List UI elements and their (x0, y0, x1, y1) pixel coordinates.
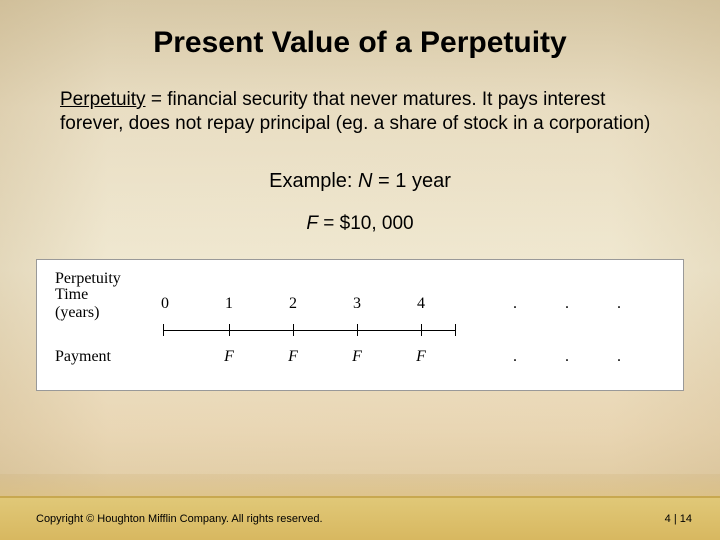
time-value: 1 (197, 295, 261, 313)
slide-title: Present Value of a Perpetuity (50, 26, 670, 60)
axis-tick (229, 324, 230, 336)
example-var: N (358, 170, 372, 192)
example-prefix: Example: (269, 170, 358, 192)
time-label: Time(years) (55, 286, 133, 322)
payment-label: Payment (55, 348, 133, 366)
footer-decoration (0, 474, 720, 496)
ellipsis-dot: . (513, 348, 517, 366)
payment-value: F (197, 348, 261, 366)
ellipsis-dot: . (565, 295, 569, 313)
axis-tick (293, 324, 294, 336)
time-row: Time(years) 0 1 2 3 4 . . . (55, 290, 665, 318)
timeline-axis (133, 316, 665, 346)
definition-term: Perpetuity (60, 89, 146, 110)
perpetuity-label: Perpetuity (55, 270, 665, 288)
definition-text: Perpetuity = financial security that nev… (60, 88, 660, 136)
copyright-text: Copyright © Houghton Mifflin Company. Al… (36, 513, 323, 525)
page-number: 4 | 14 (665, 513, 692, 525)
payment-value (133, 348, 197, 366)
time-value: 0 (133, 295, 197, 313)
payment-value: F (261, 348, 325, 366)
payment-value: F (389, 348, 453, 366)
f-rest: = $10, 000 (318, 213, 414, 234)
axis-tick (455, 324, 456, 336)
time-value: 4 (389, 295, 453, 313)
ellipsis-dot: . (565, 348, 569, 366)
axis-tick (357, 324, 358, 336)
example-line: Example: N = 1 year (50, 170, 670, 193)
f-var: F (306, 213, 318, 234)
time-value: 3 (325, 295, 389, 313)
payment-value: F (325, 348, 389, 366)
f-value-line: F = $10, 000 (50, 213, 670, 235)
time-value: 2 (261, 295, 325, 313)
ellipsis-dot: . (617, 295, 621, 313)
slide-footer: Copyright © Houghton Mifflin Company. Al… (0, 496, 720, 540)
definition-rest: = financial security that never matures.… (60, 89, 650, 134)
example-rest: = 1 year (373, 170, 451, 192)
axis-line (163, 330, 455, 331)
payment-row: Payment F F F F . . . (55, 348, 665, 366)
axis-tick (163, 324, 164, 336)
timeline-diagram: Perpetuity Time(years) 0 1 2 3 4 . . . (36, 259, 684, 391)
axis-tick (421, 324, 422, 336)
ellipsis-dot: . (513, 295, 517, 313)
ellipsis-dot: . (617, 348, 621, 366)
